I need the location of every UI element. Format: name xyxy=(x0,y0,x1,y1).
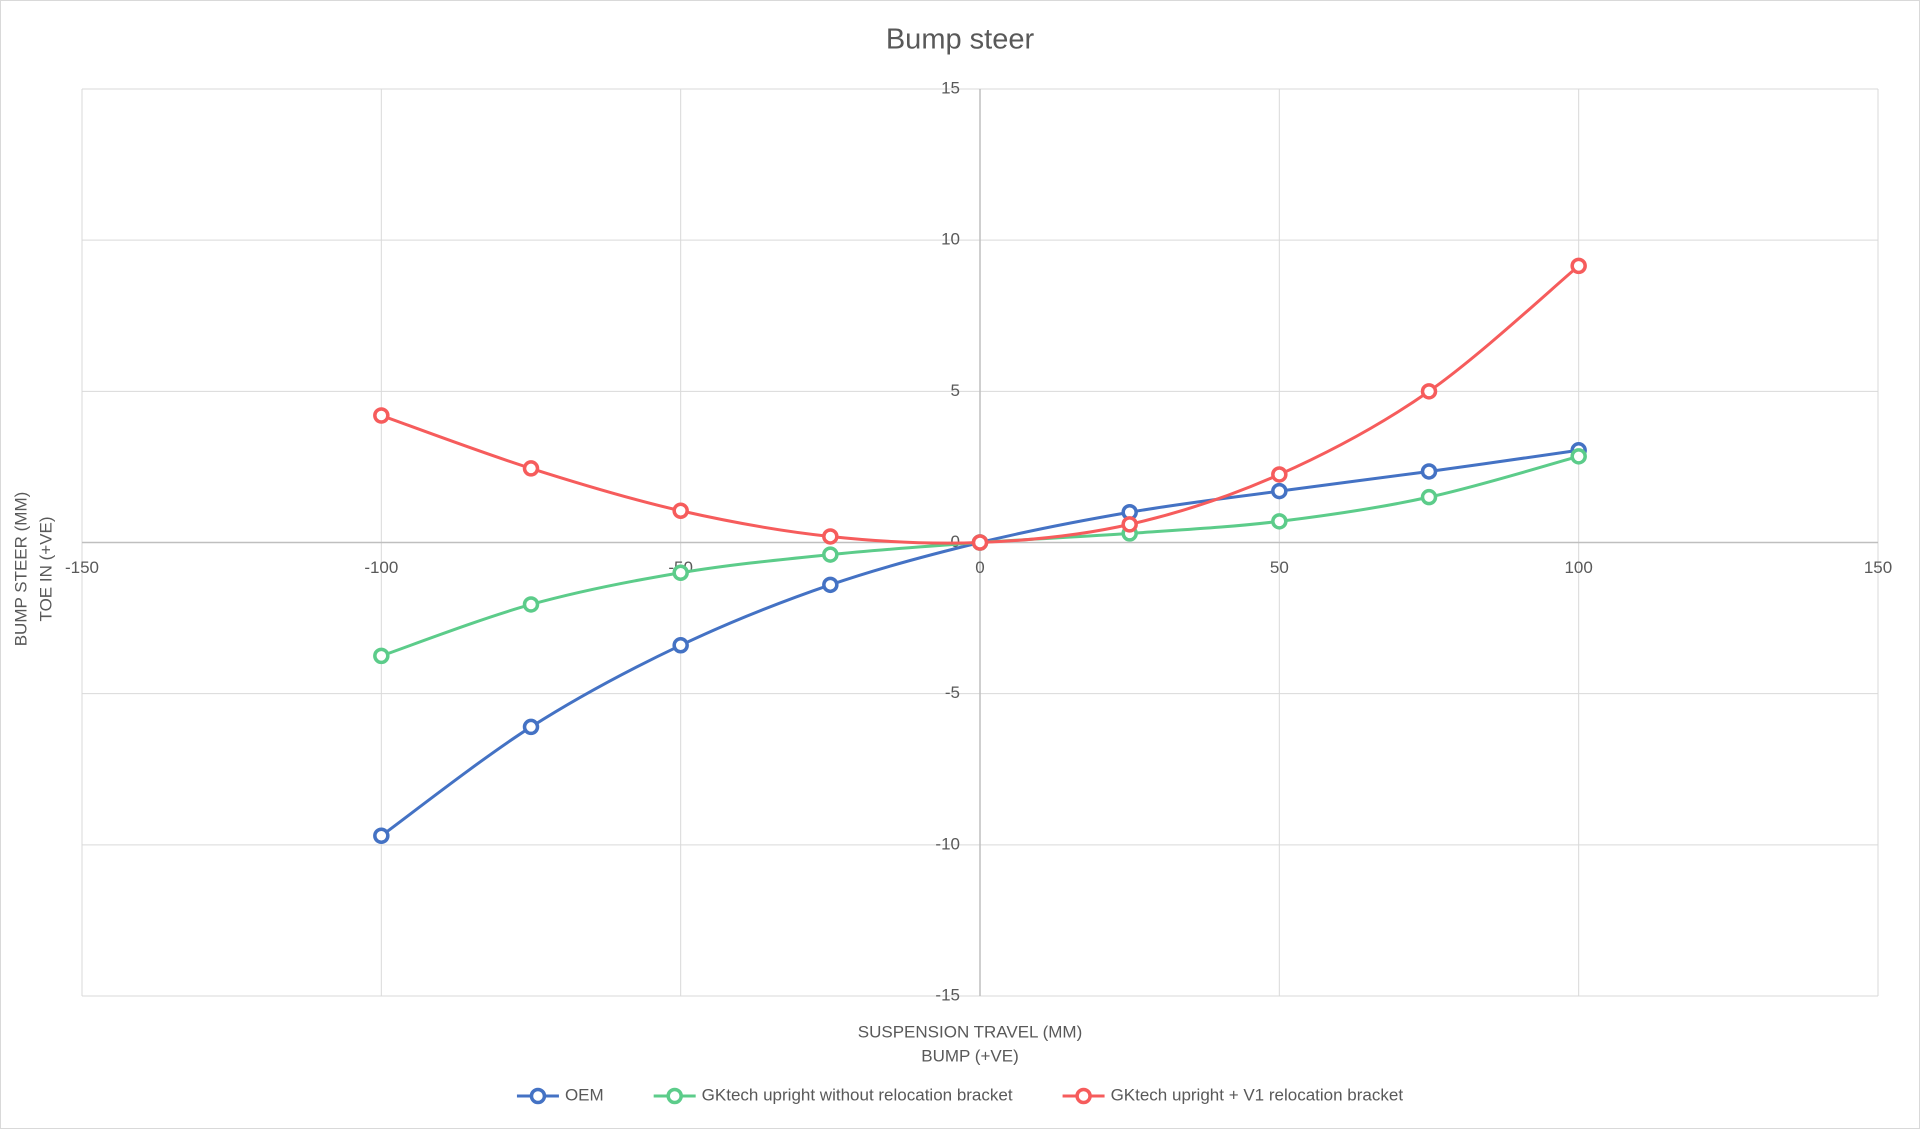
data-point xyxy=(1271,513,1288,530)
x-axis-title: BUMP (+VE) xyxy=(921,1046,1018,1065)
x-tick-label: 50 xyxy=(1270,558,1289,577)
y-tick-label: 10 xyxy=(941,230,960,249)
data-point xyxy=(1570,448,1587,465)
x-tick-label: 150 xyxy=(1864,558,1892,577)
y-tick-label: -5 xyxy=(945,683,960,702)
data-point xyxy=(1420,383,1438,400)
legend-label: OEM xyxy=(565,1085,604,1104)
legend-marker xyxy=(666,1087,683,1105)
y-axis-title-line: TOE IN (+VE) xyxy=(36,516,55,621)
x-axis-title: SUSPENSION TRAVEL (MM) xyxy=(858,1022,1083,1041)
y-tick-label: 5 xyxy=(951,381,960,400)
data-point xyxy=(1570,257,1587,275)
legend-marker xyxy=(529,1087,547,1105)
legend-marker xyxy=(1075,1087,1092,1105)
y-axis-title-line: BUMP STEER (MM) xyxy=(11,492,30,647)
data-point xyxy=(522,718,540,736)
data-point xyxy=(1420,488,1438,506)
data-point xyxy=(373,647,390,665)
y-axis-title: BUMP STEER (MM) TOE IN (+VE) xyxy=(11,492,55,647)
legend: OEM GKtech upright without relocation bra… xyxy=(516,1085,1404,1105)
data-point xyxy=(971,534,989,551)
y-tick-label: 0 xyxy=(951,532,960,551)
legend-label: GKtech upright + V1 relocation bracket xyxy=(1111,1085,1404,1104)
chart-title: Bump steer xyxy=(886,24,1035,56)
data-point xyxy=(672,637,689,654)
data-point xyxy=(1121,516,1138,533)
data-point xyxy=(822,546,839,563)
data-point xyxy=(522,596,540,613)
x-tick-label: 0 xyxy=(975,558,984,577)
data-point xyxy=(1271,482,1288,500)
y-tick-label: -15 xyxy=(935,985,960,1004)
data-point xyxy=(822,528,839,545)
data-point xyxy=(1420,463,1438,480)
data-point xyxy=(1271,466,1288,483)
y-tick-label: -10 xyxy=(935,834,960,853)
data-point xyxy=(672,502,689,520)
legend-label: GKtech upright without relocation bracke… xyxy=(702,1085,1013,1104)
data-point xyxy=(822,576,839,594)
data-point xyxy=(373,827,390,845)
data-point xyxy=(522,460,540,477)
x-tick-label: -100 xyxy=(364,558,398,577)
y-tick-label: 15 xyxy=(941,78,960,97)
x-tick-label: -150 xyxy=(65,558,99,577)
data-point xyxy=(373,407,390,424)
data-point xyxy=(672,564,689,581)
x-tick-label: 100 xyxy=(1564,558,1592,577)
